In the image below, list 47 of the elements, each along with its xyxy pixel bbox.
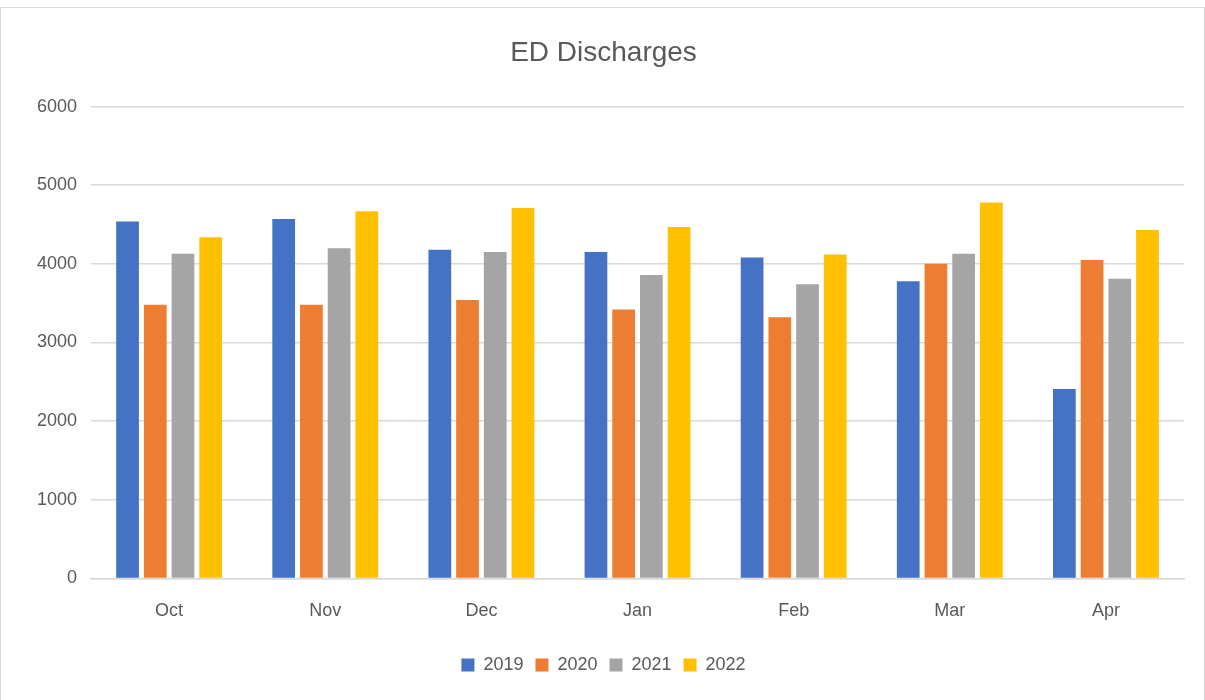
bar (1108, 278, 1132, 578)
bar (1136, 230, 1159, 578)
bar (952, 253, 976, 578)
bar (768, 317, 792, 578)
y-tick-label: 2000 (37, 410, 78, 431)
x-tick-label: Jan (623, 600, 653, 621)
bar (428, 249, 452, 578)
x-tick-label: Nov (309, 600, 342, 621)
legend-label: 2021 (631, 653, 672, 674)
x-tick-label: Oct (155, 600, 184, 621)
y-tick-label: 1000 (37, 488, 78, 509)
bar (584, 252, 608, 578)
x-tick-label: Mar (934, 600, 966, 621)
bar (483, 252, 507, 578)
bar (272, 219, 296, 578)
bar (171, 253, 195, 578)
bar (143, 304, 167, 578)
y-tick-label: 0 (67, 567, 78, 588)
y-tick-label: 3000 (37, 331, 78, 352)
bar (1053, 388, 1076, 578)
y-tick-label: 6000 (37, 95, 78, 116)
bar (116, 221, 139, 578)
bar (199, 237, 223, 578)
y-tick-label: 4000 (37, 252, 78, 273)
x-tick-label: Apr (1091, 600, 1120, 621)
legend-label: 2022 (705, 653, 746, 674)
chart-title: ED Discharges (510, 35, 697, 67)
y-tick-label: 5000 (37, 174, 78, 195)
x-tick-label: Feb (778, 600, 810, 621)
bar (1080, 259, 1104, 578)
bar (667, 226, 691, 578)
bar (924, 263, 948, 578)
bar (740, 257, 764, 578)
bar (823, 254, 847, 578)
bar (896, 281, 920, 578)
bar (980, 202, 1003, 578)
bar (327, 248, 351, 578)
legend-label: 2019 (483, 653, 524, 674)
legend-label: 2020 (557, 653, 598, 674)
bar (456, 300, 479, 578)
bar (640, 274, 663, 578)
bar (300, 304, 323, 578)
bar (511, 208, 535, 578)
bar (612, 309, 636, 578)
bar (355, 211, 379, 578)
bar (796, 284, 819, 578)
x-tick-label: Dec (465, 600, 498, 621)
